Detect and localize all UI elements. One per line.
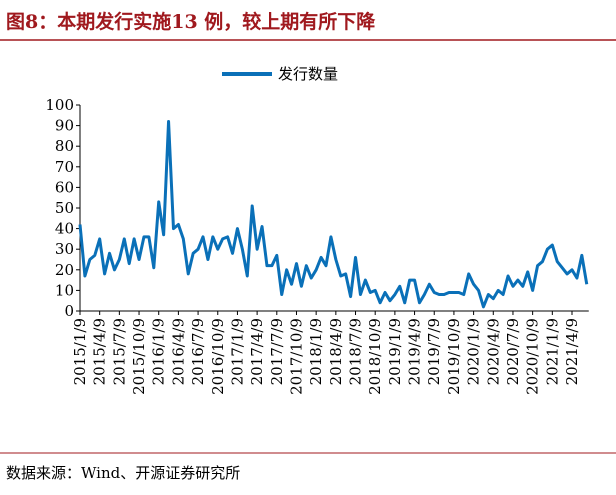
- x-tick-label: 2016/7/9: [189, 318, 207, 385]
- x-tick-label: 2020/4/9: [484, 318, 502, 385]
- y-tick-label: 0: [64, 302, 74, 320]
- y-tick-label: 100: [45, 96, 74, 114]
- x-tick-label: 2020/10/9: [524, 318, 542, 395]
- legend-label: 发行数量: [278, 65, 338, 83]
- x-tick-label: 2018/7/9: [347, 318, 365, 385]
- x-tick-label: 2019/1/9: [386, 318, 404, 385]
- x-tick-label: 2017/4/9: [248, 318, 266, 385]
- x-tick-label: 2018/1/9: [307, 318, 325, 385]
- x-tick-label: 2020/1/9: [465, 318, 483, 385]
- x-tick-label: 2017/1/9: [228, 318, 246, 385]
- x-tick-label: 2018/4/9: [327, 318, 345, 385]
- x-tick-label: 2015/1/9: [71, 318, 89, 385]
- x-tick-label: 2019/7/9: [425, 318, 443, 385]
- y-tick-label: 50: [55, 199, 74, 217]
- data-line: [78, 119, 589, 309]
- y-tick-label: 10: [55, 281, 74, 299]
- y-tick-label: 90: [55, 117, 74, 135]
- y-tick-label: 40: [55, 220, 74, 238]
- y-tick-label: 70: [55, 158, 74, 176]
- y-tick-label: 60: [55, 178, 74, 196]
- x-tick-label: 2017/7/9: [268, 318, 286, 385]
- y-tick-label: 20: [55, 261, 74, 279]
- x-tick-label: 2018/10/9: [366, 318, 384, 395]
- y-tick-label: 30: [55, 240, 74, 258]
- x-tick-label: 2015/4/9: [91, 318, 109, 385]
- x-tick-label: 2021/1/9: [543, 318, 561, 385]
- x-tick-label: 2020/7/9: [504, 318, 522, 385]
- chart-title: 图8：本期发行实施13 例，较上期有所下降: [6, 10, 376, 33]
- x-tick-label: 2015/7/9: [110, 318, 128, 385]
- x-tick-label: 2019/4/9: [406, 318, 424, 385]
- x-tick-label: 2016/4/9: [169, 318, 187, 385]
- x-tick-label: 2021/4/9: [563, 318, 581, 385]
- source: 数据来源：Wind、开源证券研究所: [6, 464, 240, 482]
- x-tick-label: 2017/10/9: [287, 318, 305, 395]
- x-tick-label: 2015/10/9: [130, 318, 148, 395]
- x-tick-label: 2019/10/9: [445, 318, 463, 395]
- x-tick-label: 2016/1/9: [150, 318, 168, 385]
- y-tick-label: 80: [55, 137, 74, 155]
- x-tick-label: 2016/10/9: [209, 318, 227, 395]
